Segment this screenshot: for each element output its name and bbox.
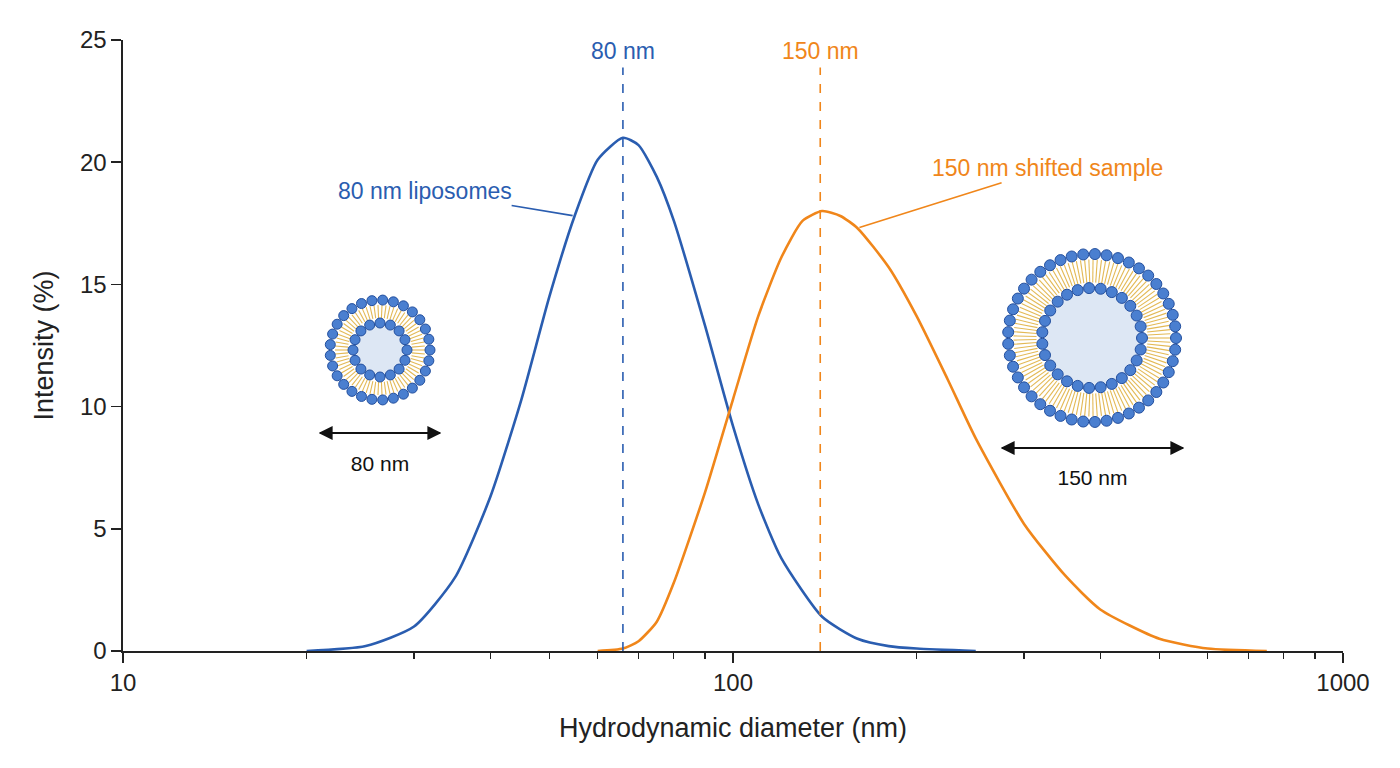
svg-text:Intensity (%): Intensity (%): [29, 270, 59, 420]
svg-text:150 nm: 150 nm: [1057, 466, 1127, 489]
svg-text:150 nm: 150 nm: [782, 38, 859, 64]
svg-text:20: 20: [80, 149, 107, 176]
svg-text:100: 100: [713, 669, 753, 696]
svg-text:10: 10: [110, 669, 137, 696]
svg-text:80 nm liposomes: 80 nm liposomes: [338, 178, 512, 204]
svg-text:150 nm shifted sample: 150 nm shifted sample: [932, 155, 1163, 181]
svg-text:1000: 1000: [1316, 669, 1369, 696]
svg-text:25: 25: [80, 26, 107, 53]
svg-text:80 nm: 80 nm: [351, 452, 409, 475]
svg-text:80 nm: 80 nm: [591, 38, 655, 64]
svg-text:5: 5: [93, 515, 106, 542]
svg-text:15: 15: [80, 271, 107, 298]
svg-text:10: 10: [80, 393, 107, 420]
svg-text:Hydrodynamic diameter (nm): Hydrodynamic diameter (nm): [559, 713, 907, 743]
svg-text:0: 0: [93, 637, 106, 664]
